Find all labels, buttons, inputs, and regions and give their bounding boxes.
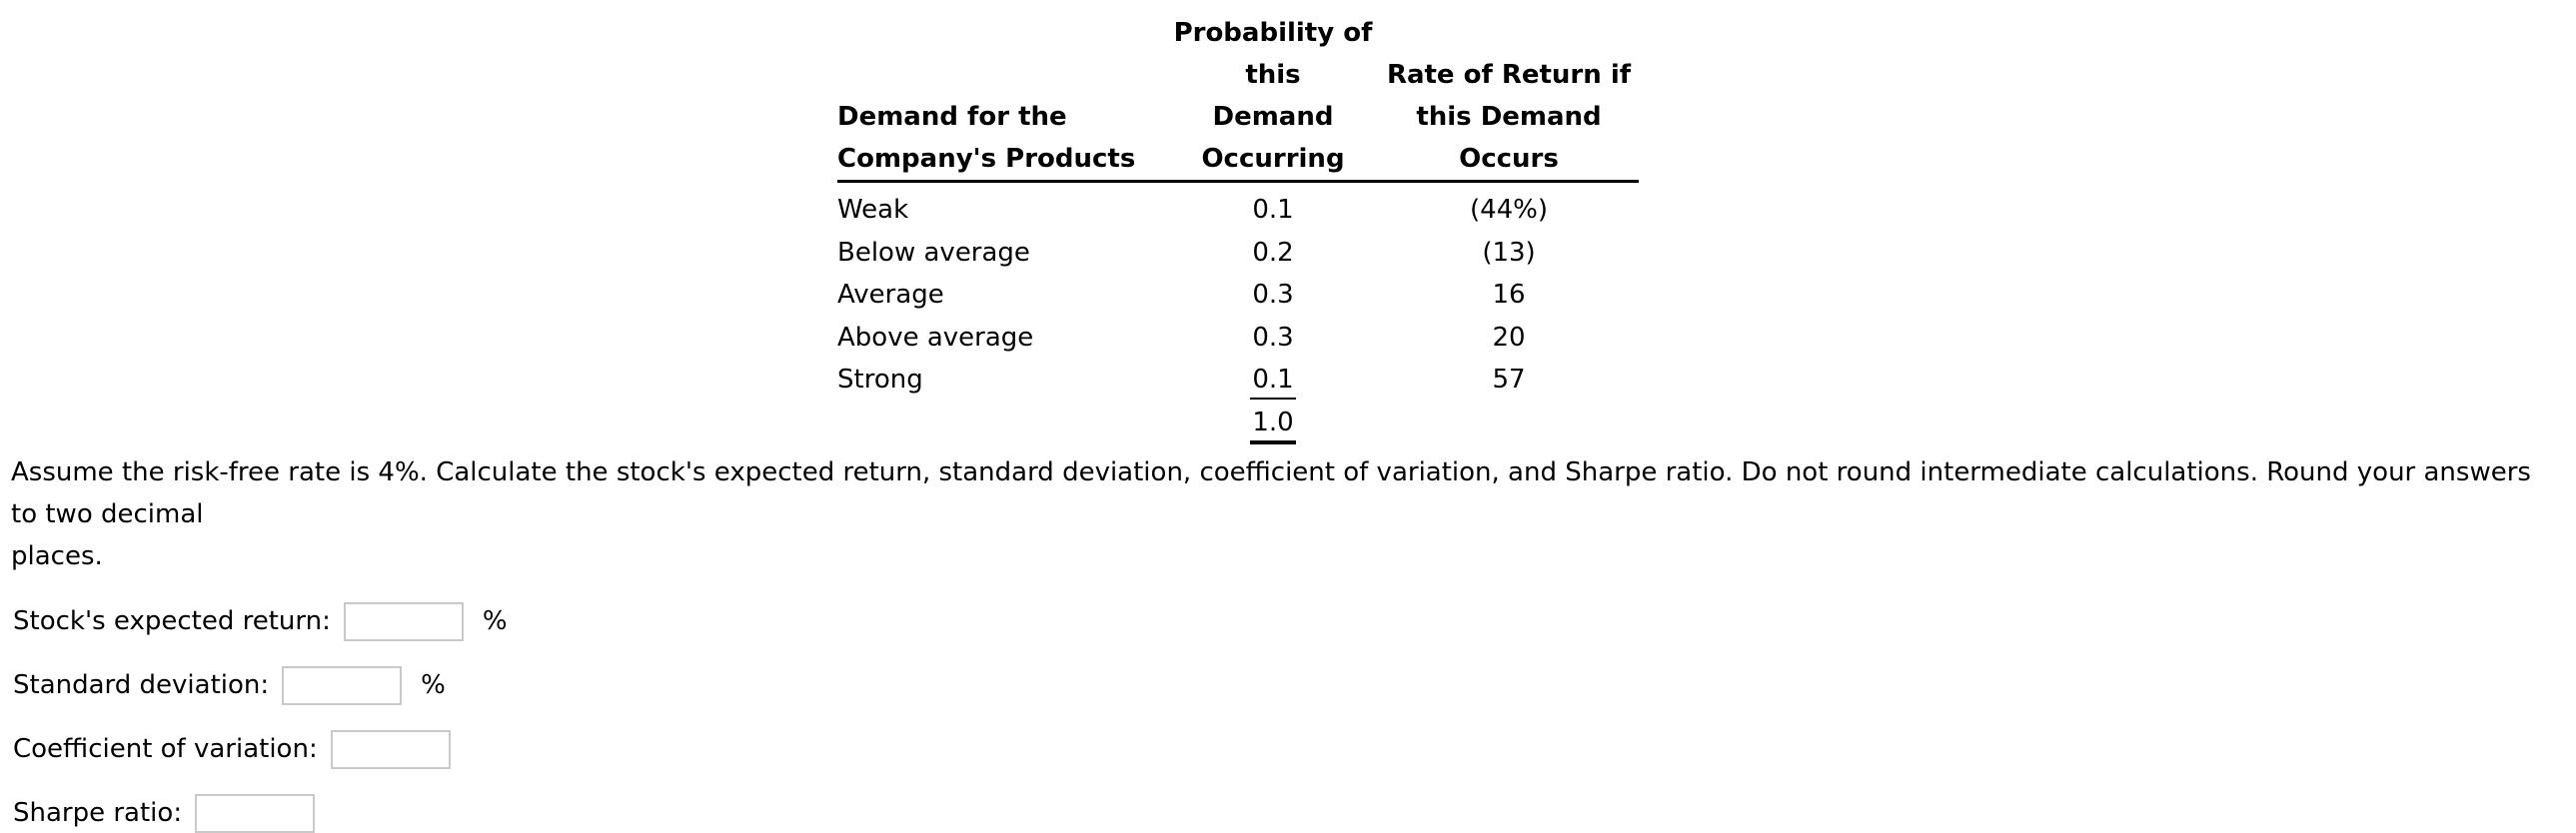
probability-cell: 0.3 [1252, 322, 1294, 353]
table-row: Strong 0.1 57 [837, 359, 1639, 402]
demand-cell: Above average [837, 322, 1034, 353]
header-probability: Probability of this Demand Occurring [1167, 12, 1379, 183]
expected-return-input[interactable] [343, 601, 464, 641]
sharpe-ratio-label: Sharpe ratio: [13, 798, 183, 828]
probability-cell: 0.1 [1252, 195, 1294, 225]
table-header-row: Demand for the Company's Products Probab… [837, 12, 1639, 183]
header-probability-line1: Probability of this [1173, 18, 1373, 90]
rate-cell: 20 [1492, 322, 1526, 353]
table-row: Average 0.3 16 [837, 274, 1639, 317]
rate-cell: 16 [1492, 280, 1526, 310]
standard-deviation-suffix: % [421, 670, 446, 700]
header-rate-line1: Rate of Return if [1386, 60, 1632, 90]
question-line1: Assume the risk-free rate is 4%. Calcula… [11, 456, 2531, 529]
empty-cell [1379, 402, 1639, 444]
rate-cell: 57 [1492, 365, 1526, 395]
table-row: Above average 0.3 20 [837, 317, 1639, 360]
standard-deviation-input[interactable] [282, 665, 403, 705]
probability-cell: 0.1 [1167, 359, 1379, 402]
rate-cell: (44%) [1469, 195, 1549, 225]
header-rate: Rate of Return if this Demand Occurs [1379, 12, 1639, 183]
answer-row-coefficient-of-variation: Coefficient of variation: [13, 729, 2576, 769]
demand-cell: Average [837, 280, 944, 310]
expected-return-label: Stock's expected return: [13, 606, 331, 636]
standard-deviation-label: Standard deviation: [13, 670, 270, 700]
header-demand: Demand for the Company's Products [837, 12, 1167, 183]
total-probability-cell: 1.0 [1167, 402, 1379, 444]
coefficient-of-variation-label: Coefficient of variation: [13, 734, 318, 764]
rate-cell: (13) [1482, 237, 1536, 268]
probability-cell: 0.2 [1252, 237, 1294, 268]
expected-return-suffix: % [482, 606, 508, 636]
header-rate-line2: this Demand Occurs [1416, 102, 1602, 174]
answer-row-expected-return: Stock's expected return: % [13, 601, 2576, 641]
table-total-row: 1.0 [837, 402, 1639, 444]
question-line2: places. [11, 540, 103, 571]
header-demand-line1: Demand for the [837, 102, 1067, 132]
demand-cell: Weak [837, 195, 909, 225]
header-demand-line2: Company's Products [837, 144, 1136, 174]
answer-row-sharpe-ratio: Sharpe ratio: [13, 793, 2576, 833]
probability-cell: 0.3 [1252, 280, 1294, 310]
sharpe-ratio-input[interactable] [195, 793, 316, 833]
demand-cell: Strong [837, 365, 923, 395]
answer-row-standard-deviation: Standard deviation: % [13, 665, 2576, 705]
probability-underlined-value: 0.1 [1250, 365, 1296, 400]
coefficient-of-variation-input[interactable] [330, 729, 451, 769]
empty-cell [837, 402, 1167, 444]
question-text: Assume the risk-free rate is 4%. Calcula… [11, 451, 2563, 577]
table-row: Weak 0.1 (44%) [837, 182, 1639, 232]
demand-cell: Below average [837, 237, 1030, 268]
demand-table: Demand for the Company's Products Probab… [837, 12, 1639, 444]
answers-section: Stock's expected return: % Standard devi… [13, 601, 2576, 833]
total-probability-value: 1.0 [1250, 408, 1296, 444]
table-row: Below average 0.2 (13) [837, 232, 1639, 275]
header-probability-line2: Demand Occurring [1201, 102, 1345, 174]
